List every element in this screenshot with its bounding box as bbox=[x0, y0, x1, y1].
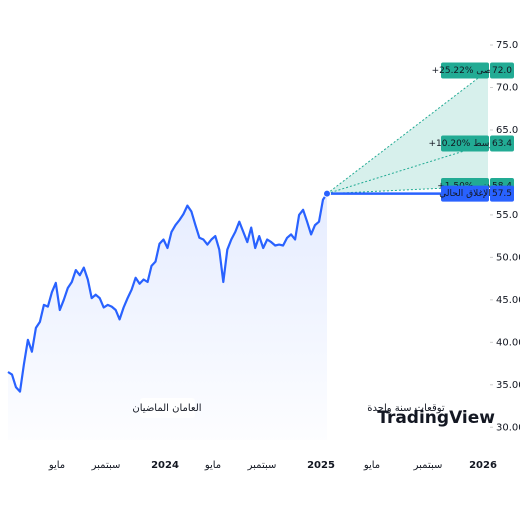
y-tick-label: 35.00 bbox=[496, 380, 520, 391]
watermark: TradingView bbox=[377, 408, 495, 428]
y-tick-label: 65.0 bbox=[496, 125, 518, 136]
label-pill bbox=[441, 62, 489, 79]
past-label: العامان الماضيان bbox=[132, 403, 201, 414]
x-tick-label: 2026 bbox=[469, 460, 497, 471]
x-tick-label: سبتمبر bbox=[247, 460, 277, 471]
value-pill bbox=[490, 62, 514, 79]
forecast-line bbox=[326, 143, 489, 195]
forecast-value: 57.5 bbox=[492, 189, 512, 199]
forecast-label: توقعات سنة واحدة bbox=[367, 403, 445, 414]
value-pill bbox=[490, 135, 514, 152]
x-tick-label: مايو bbox=[204, 460, 221, 471]
x-tick-label: مايو bbox=[48, 460, 65, 471]
x-tick-label: 2024 bbox=[151, 460, 179, 471]
label-bg bbox=[140, 398, 195, 418]
price-line bbox=[7, 193, 328, 393]
x-tick-label: مايو bbox=[363, 460, 380, 471]
y-tick-label: 45.00 bbox=[496, 295, 520, 306]
y-tick-label: 40.00 bbox=[496, 337, 520, 348]
x-tick-label: سبتمبر bbox=[413, 460, 443, 471]
value-pill bbox=[490, 185, 514, 202]
x-tick-label: سبتمبر bbox=[91, 460, 121, 471]
label-pill bbox=[441, 185, 489, 202]
label-pill bbox=[441, 135, 489, 152]
area bbox=[8, 193, 327, 440]
x-tick-label: 2025 bbox=[307, 460, 335, 471]
forecast-label: +10.20% متوسط bbox=[429, 139, 502, 149]
current-point bbox=[323, 189, 331, 198]
forecast-label: الإغلاق الحالي bbox=[439, 189, 491, 199]
y-tick-label: 70.0 bbox=[496, 82, 518, 93]
forecast-line bbox=[326, 70, 489, 195]
y-tick-label: 55.0 bbox=[496, 210, 518, 221]
forecast-label: +25.22% أقصى bbox=[432, 64, 499, 76]
y-tick-label: 75.0 bbox=[496, 40, 518, 51]
y-tick-label: 50.00 bbox=[496, 252, 520, 263]
forecast-line bbox=[326, 185, 489, 195]
y-tick-label: 30.00 bbox=[496, 422, 520, 433]
forecast-value: 72.0 bbox=[492, 66, 512, 76]
forecast-value: 63.4 bbox=[492, 139, 512, 149]
label-bg bbox=[375, 398, 437, 418]
